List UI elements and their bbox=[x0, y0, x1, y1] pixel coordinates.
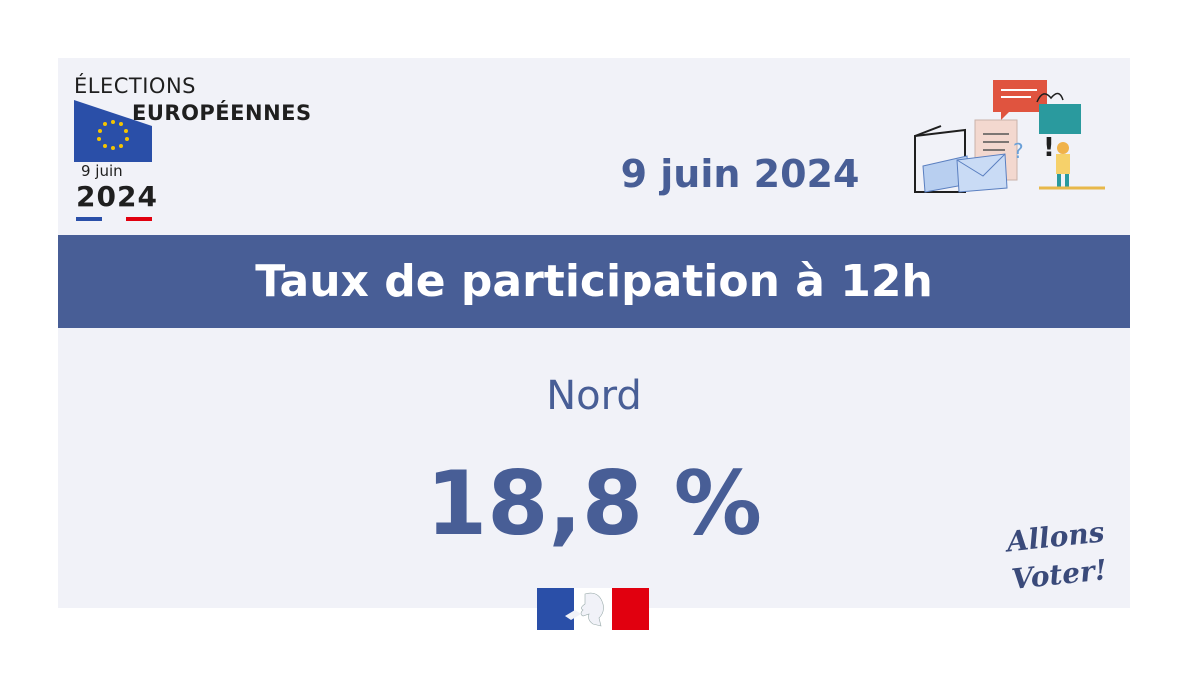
banner-title: Taux de participation à 12h bbox=[255, 256, 933, 307]
election-date: 9 juin 2024 bbox=[620, 152, 860, 196]
logo-stripe-blue bbox=[76, 217, 102, 221]
svg-text:!: ! bbox=[1043, 133, 1055, 163]
logo-line1: ÉLECTIONS bbox=[74, 74, 196, 98]
allons-voter-text: Allons bbox=[1002, 515, 1106, 558]
participation-rate: 18,8 % bbox=[426, 452, 762, 555]
poster-card bbox=[58, 58, 1130, 608]
allons-voter-logo: Allons Voter! bbox=[1002, 515, 1109, 596]
elections-europeennes-logo: ÉLECTIONS EUROPÉENNES 9 juin 2024 bbox=[74, 74, 334, 224]
eu-flag-icon bbox=[74, 100, 152, 162]
allons-voter-text-2: Voter! bbox=[1010, 553, 1109, 596]
svg-text:?: ? bbox=[1013, 139, 1024, 163]
region-name: Nord bbox=[546, 373, 642, 419]
logo-line2: EUROPÉENNES bbox=[132, 101, 312, 125]
logo-day: 9 juin bbox=[81, 162, 123, 180]
logo-stripe-red bbox=[126, 217, 152, 221]
marianne-logo bbox=[537, 588, 649, 630]
logo-year: 2024 bbox=[76, 180, 158, 213]
ballot-box-illustration: ? ! bbox=[914, 80, 1105, 193]
title-banner: Taux de participation à 12h bbox=[58, 235, 1130, 328]
